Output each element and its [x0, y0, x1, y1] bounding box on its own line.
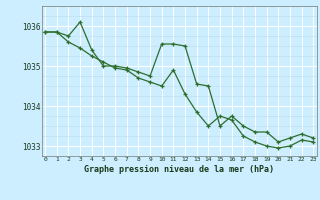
- X-axis label: Graphe pression niveau de la mer (hPa): Graphe pression niveau de la mer (hPa): [84, 165, 274, 174]
